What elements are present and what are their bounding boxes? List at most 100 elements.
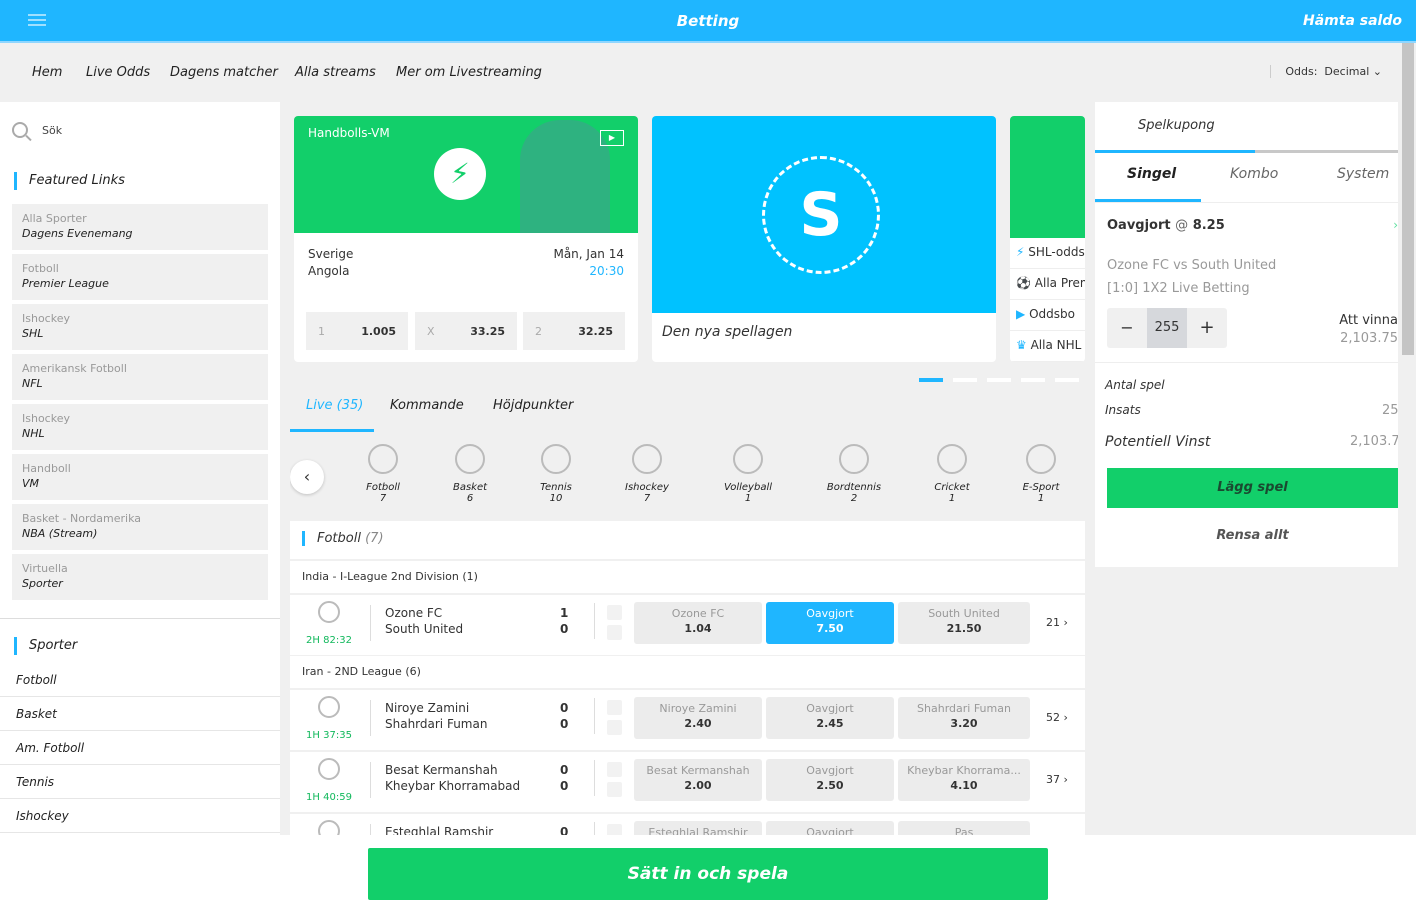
home-score: 0 — [560, 763, 569, 777]
section-header: Fotboll (7) — [290, 521, 1085, 559]
odds-button[interactable]: South United 21.50 — [898, 602, 1030, 644]
away-score: 0 — [560, 717, 569, 731]
selection-name: Oavgjort — [1107, 218, 1171, 233]
promo-card-spellagen[interactable]: S Den nya spellagen — [652, 116, 996, 362]
sidebar-sport-item[interactable]: Fotboll — [0, 663, 280, 697]
clear-all-button[interactable]: Rensa allt — [1216, 528, 1289, 543]
odds-button[interactable]: Niroye Zamini 2.40 — [634, 697, 762, 739]
promo-link[interactable]: ⚽ Alla Premier — [1010, 269, 1085, 300]
tab-live[interactable]: Live (35) — [306, 398, 364, 413]
home-team: Esteghlal Ramshir — [385, 825, 494, 835]
fetch-balance-link[interactable]: Hämta saldo — [1303, 13, 1402, 29]
nav-dagens-matcher[interactable]: Dagens matcher — [170, 65, 278, 80]
featured-link[interactable]: Amerikansk Fotboll NFL — [12, 354, 268, 400]
featured-link[interactable]: Handboll VM — [12, 454, 268, 500]
odds-button[interactable]: Ozone FC 1.04 — [634, 602, 762, 644]
nav-livestreaming[interactable]: Mer om Livestreaming — [396, 65, 542, 80]
favorite-checkbox[interactable] — [607, 824, 622, 835]
favorite-checkbox[interactable] — [607, 720, 622, 735]
hamburger-menu-icon[interactable] — [28, 14, 46, 26]
slip-tab-system[interactable]: System — [1337, 166, 1390, 182]
odds-button-2[interactable]: 2 32.25 — [523, 312, 625, 350]
decrease-stake-button[interactable]: − — [1120, 318, 1134, 337]
sidebar-sport-item[interactable]: Basket — [0, 697, 280, 731]
more-markets-link[interactable]: 52 › — [1046, 711, 1068, 724]
promo-link[interactable]: ♛ Alla NHL — [1010, 331, 1085, 362]
favorite-checkbox[interactable] — [607, 700, 622, 715]
increase-stake-button[interactable]: + — [1199, 317, 1215, 338]
play-video-icon[interactable]: ▶ — [600, 130, 624, 146]
odds-button[interactable]: Besat Kermanshah 2.00 — [634, 759, 762, 801]
league-header[interactable]: Iran - 2ND League (6) — [290, 656, 1085, 688]
sidebar-sport-item[interactable]: Am. Fotboll — [0, 731, 280, 765]
featured-link[interactable]: Virtuella Sporter — [12, 554, 268, 600]
odds-button[interactable]: Shahrdari Fuman 3.20 — [898, 697, 1030, 739]
featured-link[interactable]: Fotboll Premier League — [12, 254, 268, 300]
league-header[interactable]: India - I-League 2nd Division (1) — [290, 561, 1085, 593]
sidebar-sport-item[interactable]: Ishockey — [0, 799, 280, 833]
featured-link[interactable]: Alla Sporter Dagens Evenemang — [12, 204, 268, 250]
nav-hem[interactable]: Hem — [32, 65, 63, 80]
search-icon — [12, 122, 28, 138]
place-bet-button[interactable]: Lägg spel — [1107, 468, 1398, 508]
favorite-checkbox[interactable] — [607, 625, 622, 640]
favorite-checkbox[interactable] — [607, 762, 622, 777]
player-image — [520, 120, 610, 233]
page-scrollbar[interactable] — [1400, 43, 1416, 835]
match-date: Mån, Jan 14 — [553, 247, 624, 261]
more-markets-link[interactable]: 37 › — [1046, 773, 1068, 786]
sport-filter-basket[interactable]: Basket 6 — [430, 444, 510, 504]
odds-button[interactable]: Esteghlal Ramshir — [634, 821, 762, 835]
tab-kommande[interactable]: Kommande — [390, 398, 464, 413]
carousel-dot[interactable] — [987, 378, 1011, 382]
featured-link[interactable]: Ishockey SHL — [12, 304, 268, 350]
odds-button[interactable]: Kheybar Khorrama... 4.10 — [898, 759, 1030, 801]
chevron-right-icon[interactable]: › — [1393, 218, 1398, 232]
favorite-checkbox[interactable] — [607, 782, 622, 797]
odds-button[interactable]: Oavgjort 2.45 — [766, 697, 894, 739]
spelinspektionen-logo-icon: S — [762, 156, 880, 274]
carousel-dot[interactable] — [1055, 378, 1079, 382]
odds-button[interactable]: Oavgjort 2.50 — [766, 759, 894, 801]
odds-format-select[interactable]: Odds: Decimal ⌄ — [1270, 65, 1382, 78]
more-markets-link[interactable]: 21 › — [1046, 616, 1068, 629]
deposit-and-play-button[interactable]: Sätt in och spela — [368, 848, 1048, 900]
favorite-checkbox[interactable] — [607, 605, 622, 620]
promo-link[interactable]: ▶ Oddsbo — [1010, 300, 1085, 331]
nav-live-odds[interactable]: Live Odds — [86, 65, 151, 80]
sport-filter-cricket[interactable]: Cricket 1 — [912, 444, 992, 504]
slip-tab-kombo[interactable]: Kombo — [1230, 166, 1279, 182]
sport-filter-e-sport[interactable]: E-Sport 1 — [1001, 444, 1081, 504]
slip-tab-singel[interactable]: Singel — [1127, 166, 1177, 182]
sport-filter-volleyball[interactable]: Volleyball 1 — [708, 444, 788, 504]
tab-hojdpunkter[interactable]: Höjdpunkter — [493, 398, 574, 413]
featured-link[interactable]: Ishockey NHL — [12, 404, 268, 450]
odds-button[interactable]: Oavgjort 7.50 — [766, 602, 894, 644]
sidebar: Sök Featured Links Alla Sporter Dagens Ev… — [0, 102, 280, 835]
sport-count: 1 — [948, 493, 956, 504]
carousel-dot[interactable] — [1021, 378, 1045, 382]
search-input[interactable]: Sök — [0, 102, 280, 158]
sport-filter-fotboll[interactable]: Fotboll 7 — [343, 444, 423, 504]
odds-button-1[interactable]: 1 1.005 — [306, 312, 408, 350]
sport-filter-bordtennis[interactable]: Bordtennis 2 — [814, 444, 894, 504]
sport-filter-ishockey[interactable]: Ishockey 7 — [607, 444, 687, 504]
featured-link[interactable]: Basket - Nordamerika NBA (Stream) — [12, 504, 268, 550]
promo-link[interactable]: ⚡ SHL-odds — [1010, 238, 1085, 269]
stake-input[interactable]: 255 — [1147, 308, 1187, 348]
sport-count: 2 — [850, 493, 858, 504]
odds-button[interactable]: Oavgjort — [766, 821, 894, 835]
carousel-dot[interactable] — [919, 378, 943, 382]
scroll-left-button[interactable]: ‹ — [290, 460, 324, 494]
scrollbar-thumb[interactable] — [1402, 43, 1414, 355]
featured-link-sport: Virtuella — [22, 562, 68, 575]
odds-button[interactable]: Pas — [898, 821, 1030, 835]
promo-link-label: Alla Premier — [1034, 276, 1085, 290]
promo-card-handboll[interactable]: Handbolls-VM ⚡ ▶ Sverige Angola Mån, Jan … — [294, 116, 638, 362]
nav-alla-streams[interactable]: Alla streams — [295, 65, 376, 80]
licensed-logo: S — [652, 116, 996, 313]
odds-button-x[interactable]: X 33.25 — [415, 312, 517, 350]
sport-filter-tennis[interactable]: Tennis 10 — [516, 444, 596, 504]
carousel-dot[interactable] — [953, 378, 977, 382]
sidebar-sport-item[interactable]: Tennis — [0, 765, 280, 799]
